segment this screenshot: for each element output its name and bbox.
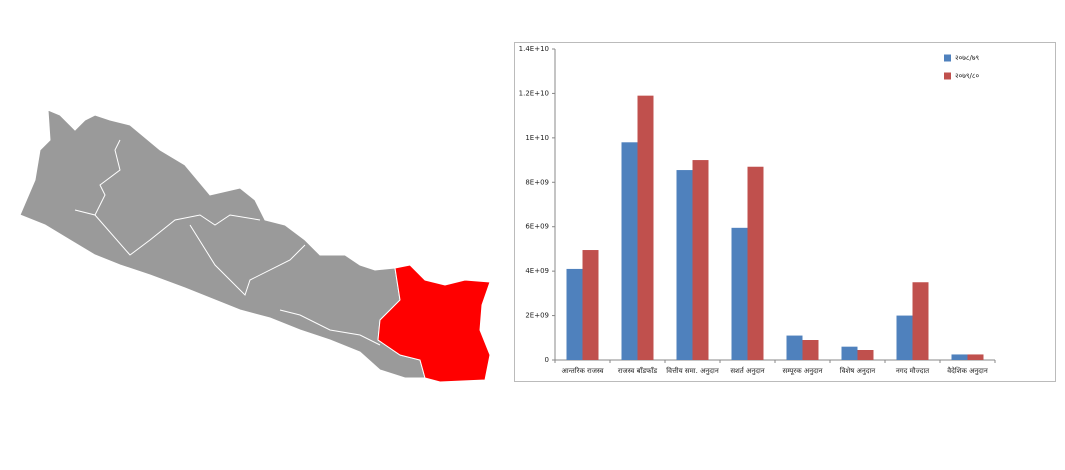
chart-frame xyxy=(514,42,1056,382)
bar xyxy=(637,95,654,361)
bar xyxy=(896,315,913,360)
y-tick-label: 6E+09 xyxy=(525,223,549,231)
x-tick-label: नगद मौज्दात xyxy=(896,366,930,375)
map-boundary xyxy=(94,214,261,256)
x-tick-label: सम्पूरक अनुदान xyxy=(782,367,822,375)
legend-swatch xyxy=(944,54,951,62)
y-tick-label: 8E+09 xyxy=(525,178,549,186)
map-boundary xyxy=(189,224,306,296)
x-tick-label: विशेष अनुदान xyxy=(840,366,875,375)
legend-swatch xyxy=(944,72,951,80)
x-tick-label: आन्तरिक राजस्व xyxy=(561,366,603,375)
bar xyxy=(841,346,858,360)
map-region xyxy=(19,109,426,379)
y-tick-label: 1.4E+10 xyxy=(519,45,549,53)
legend-label: २०७९/८० xyxy=(955,72,980,80)
bar xyxy=(857,350,874,360)
legend-label: २०७८/७९ xyxy=(955,54,980,62)
bar xyxy=(582,250,599,360)
bar xyxy=(621,142,638,360)
bar xyxy=(951,354,968,360)
x-tick-label: सशर्त अनुदान xyxy=(730,366,764,375)
map-boundary xyxy=(279,309,381,346)
x-tick-label: वैदेशिक अनुदान xyxy=(947,366,988,375)
chart: 0 2E+09 4E+09 6E+09 8E+09 1E+10 1.2E+10 1.4E+10… xyxy=(519,45,996,375)
bar xyxy=(912,282,929,360)
x-tick-label: राजस्व बाँडफाँड xyxy=(618,366,657,375)
x-tick-label: वित्तीय समा. अनुदान xyxy=(666,366,719,375)
bar xyxy=(802,340,819,360)
bar xyxy=(566,268,583,360)
y-tick-label: 0 xyxy=(545,356,549,364)
bar xyxy=(676,170,693,360)
map-region-highlight xyxy=(377,264,491,383)
y-tick-label: 2E+09 xyxy=(525,312,549,320)
bar xyxy=(731,227,748,360)
bar xyxy=(747,166,764,360)
bar xyxy=(692,160,709,360)
y-tick-label: 4E+09 xyxy=(525,267,549,275)
y-tick-label: 1E+10 xyxy=(525,134,549,142)
y-tick-label: 1.2E+10 xyxy=(519,89,549,97)
bar xyxy=(967,354,984,360)
map xyxy=(19,109,491,383)
bar xyxy=(786,335,803,360)
